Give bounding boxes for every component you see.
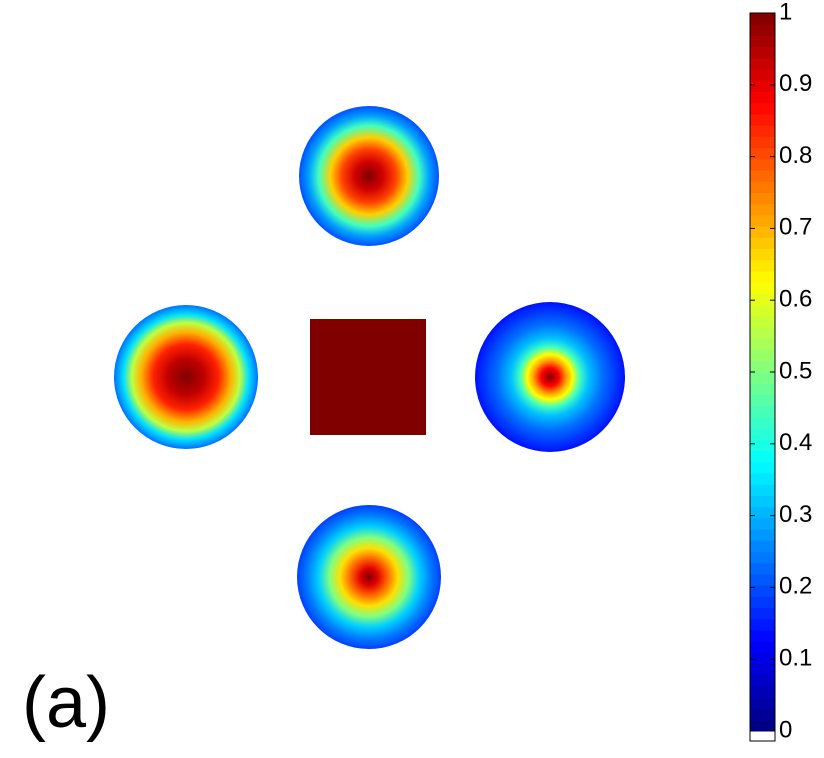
colorbar-segment <box>750 113 775 126</box>
colorbar-segment <box>750 383 775 395</box>
colorbar-segment <box>750 439 775 452</box>
colorbar-segment <box>750 91 775 104</box>
field-disk <box>299 106 439 246</box>
colorbar-segment <box>750 697 775 710</box>
field-disk <box>297 505 441 649</box>
colorbar-segment <box>750 652 775 665</box>
colorbar-segment <box>750 13 775 25</box>
colorbar: 0 0.1 0.2 0.3 0.4 0.5 0.6 0.7 0.8 0.9 1 <box>749 0 812 743</box>
colorbar-segment <box>750 327 775 339</box>
colorbar-segment <box>750 416 775 429</box>
colorbar-segment <box>750 472 775 485</box>
colorbar-tick-label: 0.1 <box>779 645 812 672</box>
source-square <box>310 319 426 435</box>
colorbar-segment <box>750 69 775 81</box>
colorbar-segment <box>750 271 775 283</box>
colorbar-segment <box>750 125 775 137</box>
colorbar-segment <box>750 349 775 362</box>
colorbar-tick-label: 1 <box>779 0 792 25</box>
colorbar-segment <box>750 686 775 698</box>
colorbar-segment <box>750 562 775 575</box>
colorbar-segment <box>750 428 775 440</box>
colorbar-segment <box>750 461 775 474</box>
colorbar-segment <box>750 674 775 687</box>
colorbar-segment <box>750 304 775 317</box>
colorbar-segment <box>750 506 775 519</box>
colorbar-segment <box>750 495 775 508</box>
colorbar-segment <box>750 237 775 250</box>
colorbar-segment <box>750 338 775 351</box>
colorbar-tick-label: 0.9 <box>779 70 812 97</box>
colorbar-segment <box>750 529 775 541</box>
colorbar-segment <box>750 192 775 205</box>
colorbar-segment <box>750 517 775 530</box>
colorbar-frame <box>749 12 776 742</box>
colorbar-segment <box>750 158 775 171</box>
colorbar-tick-label: 0.8 <box>779 142 812 169</box>
colorbar-segment <box>750 282 775 294</box>
colorbar-segment <box>750 450 775 463</box>
colorbar-segment <box>750 181 775 193</box>
colorbar-segment <box>750 540 775 552</box>
colorbar-segment <box>750 551 775 564</box>
colorbar-tick-label: 0.5 <box>779 357 812 384</box>
colorbar-segment <box>750 573 775 586</box>
colorbar-segment <box>750 147 775 160</box>
colorbar-segment <box>750 405 775 418</box>
colorbar-segment <box>750 259 775 272</box>
colorbar-segment <box>750 596 775 609</box>
colorbar-segment <box>750 170 775 182</box>
colorbar-segment <box>750 708 775 721</box>
colorbar-segment <box>750 203 775 216</box>
colorbar-tick-label: 0.6 <box>779 286 812 313</box>
colorbar-tick-label: 0 <box>779 716 792 743</box>
colorbar-segment <box>750 394 775 407</box>
colorbar-tick-label: 0.3 <box>779 501 812 528</box>
colorbar-segment <box>750 484 775 496</box>
colorbar-segment <box>750 663 775 676</box>
colorbar-segment <box>750 315 775 328</box>
colorbar-segment <box>750 80 775 93</box>
colorbar-segment <box>750 35 775 48</box>
colorbar-segment <box>750 226 775 238</box>
colorbar-segment <box>750 24 775 36</box>
colorbar-segment <box>750 214 775 227</box>
colorbar-segment <box>750 248 775 261</box>
colorbar-segment <box>750 630 775 642</box>
colorbar-tick-label: 0.7 <box>779 214 812 241</box>
colorbar-segment <box>750 360 775 373</box>
colorbar-segment <box>750 719 775 732</box>
colorbar-segment <box>750 46 775 59</box>
colorbar-segment <box>750 102 775 115</box>
colorbar-segment <box>750 372 775 384</box>
colorbar-segment <box>750 293 775 306</box>
colorbar-segment <box>750 607 775 620</box>
colorbar-segment <box>750 618 775 631</box>
colorbar-tick-label: 0.2 <box>779 573 812 600</box>
field-disk <box>475 302 625 452</box>
colorbar-segment <box>750 57 775 70</box>
panel-label: (a) <box>22 663 110 743</box>
colorbar-segment <box>750 641 775 653</box>
colorbar-segment <box>750 136 775 149</box>
colorbar-segment <box>750 585 775 597</box>
colorbar-tick-label: 0.4 <box>779 429 812 456</box>
field-disk <box>114 305 258 449</box>
